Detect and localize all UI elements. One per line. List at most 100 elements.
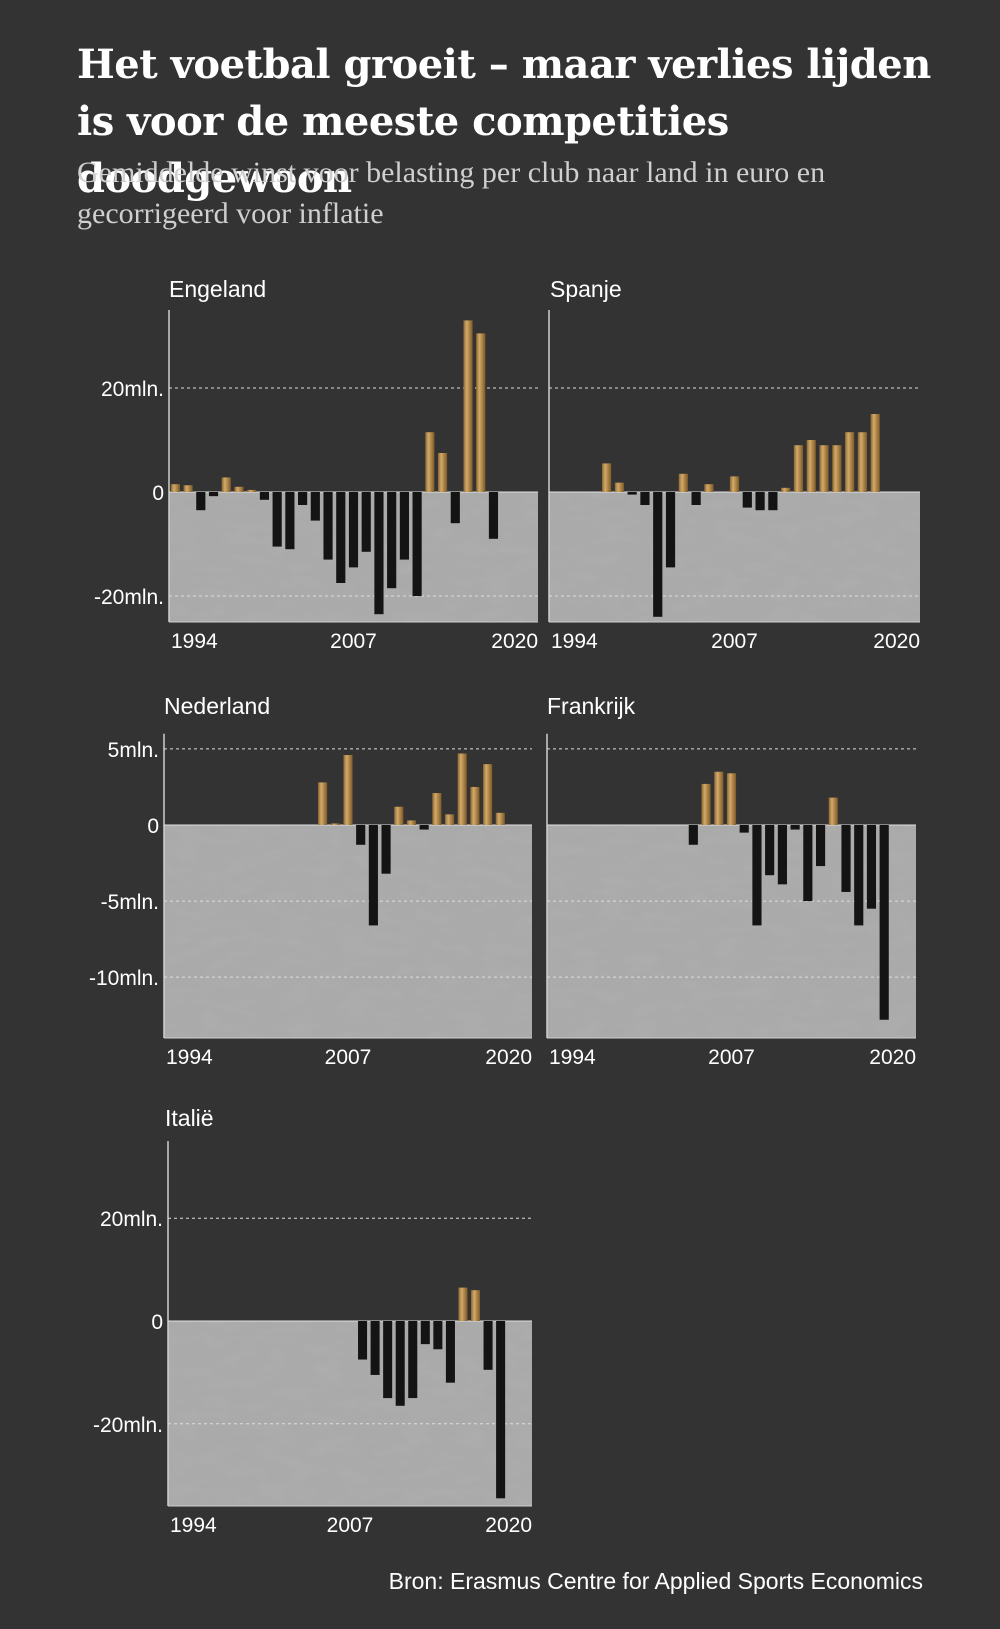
bar-positive	[463, 320, 473, 492]
bar-negative	[653, 492, 663, 617]
bar-negative	[450, 492, 460, 524]
bar-negative	[752, 825, 762, 926]
x-tick-label: 2007	[325, 1046, 372, 1069]
x-tick-label: 2020	[485, 1046, 532, 1069]
y-tick-label: 0	[151, 1311, 163, 1334]
plot-background	[164, 825, 532, 1038]
bar-negative	[285, 492, 295, 550]
panel-title-engeland: Engeland	[169, 276, 267, 302]
y-tick-label: 5mln.	[108, 739, 159, 762]
bar-negative	[739, 825, 749, 833]
bar-positive	[726, 773, 737, 825]
y-tick-label: 0	[152, 482, 164, 505]
bar-negative	[368, 825, 378, 926]
bar-positive	[870, 414, 880, 492]
bar-positive	[495, 812, 505, 825]
source-note: Bron: Erasmus Centre for Applied Sports …	[388, 1568, 923, 1594]
bar-negative	[298, 492, 308, 505]
bar-negative	[765, 825, 775, 876]
chart-title: Het voetbal groeit – maar verlies lijden…	[77, 41, 931, 202]
plot-background	[549, 492, 920, 622]
bar-positive	[170, 484, 180, 492]
bar-positive	[614, 482, 624, 492]
bar-negative	[445, 1321, 455, 1383]
bar-negative	[483, 1321, 493, 1370]
panel-spanje: 1994 2007 2020	[548, 310, 920, 653]
bar-positive	[845, 432, 855, 492]
bar-negative	[412, 492, 422, 596]
bar-negative	[854, 825, 864, 926]
x-tick-label: 2007	[708, 1046, 755, 1069]
bar-negative	[866, 825, 877, 909]
bar-positive	[701, 783, 711, 825]
bar-negative	[841, 825, 851, 892]
bar-positive	[458, 1287, 468, 1321]
panel-nederland: 5mln. 0 -5mln. -10mln. 1994 2007 2020	[89, 733, 532, 1069]
bar-positive	[437, 453, 448, 492]
panel-title-italie: Italië	[165, 1105, 214, 1131]
chart-subtitle: Gemiddelde winst voor belasting per club…	[77, 156, 826, 230]
bar-negative	[688, 825, 698, 845]
bar-negative	[777, 825, 787, 885]
x-tick-label: 2020	[491, 630, 538, 653]
y-tick-label: -5mln.	[101, 891, 159, 914]
x-tick-label: 1994	[171, 630, 218, 653]
x-tick-label: 1994	[551, 630, 598, 653]
bar-negative	[361, 492, 371, 552]
bar-positive	[406, 820, 417, 825]
bar-negative	[399, 492, 409, 560]
bar-negative	[755, 492, 765, 511]
bar-positive	[819, 445, 829, 492]
bar-positive	[678, 473, 688, 492]
bar-positive	[476, 333, 486, 492]
x-tick-label: 1994	[166, 1046, 213, 1069]
bar-negative	[323, 492, 333, 560]
bar-positive	[394, 806, 404, 825]
bar-negative	[208, 492, 219, 497]
bar-negative	[742, 492, 752, 508]
bar-positive	[601, 463, 612, 492]
bar-negative	[272, 492, 282, 547]
bar-positive	[183, 485, 193, 492]
x-tick-label: 1994	[170, 1514, 217, 1537]
bar-negative	[488, 492, 499, 539]
bar-negative	[356, 825, 366, 845]
bar-negative	[358, 1321, 368, 1360]
x-tick-label: 1994	[549, 1046, 596, 1069]
bar-positive	[432, 793, 442, 825]
bar-negative	[374, 492, 384, 615]
bar-negative	[496, 1321, 506, 1499]
bar-negative	[433, 1321, 443, 1350]
bar-negative	[768, 492, 778, 511]
y-tick-label: -20mln.	[93, 1414, 163, 1437]
panel-title-frankrijk: Frankrijk	[547, 693, 636, 719]
bar-negative	[395, 1321, 405, 1406]
plot-background	[168, 1321, 532, 1506]
bar-positive	[704, 484, 714, 492]
bar-negative	[348, 492, 359, 568]
bar-positive	[318, 782, 328, 825]
bar-positive	[221, 477, 231, 492]
bar-positive	[247, 489, 257, 492]
x-tick-label: 2020	[869, 1046, 916, 1069]
y-tick-label: -20mln.	[94, 586, 164, 609]
bar-negative	[336, 492, 346, 583]
bar-positive	[330, 823, 340, 825]
bar-positive	[714, 771, 724, 825]
bar-negative	[627, 492, 637, 495]
bar-positive	[425, 432, 435, 492]
bar-negative	[790, 825, 800, 830]
panel-italie: 20mln. 0 -20mln. 1994 2007 2020	[93, 1141, 532, 1537]
bar-negative	[370, 1321, 380, 1375]
bar-positive	[471, 1290, 481, 1321]
bar-negative	[665, 492, 676, 568]
bar-positive	[470, 786, 480, 825]
bar-negative	[815, 825, 826, 867]
bar-positive	[806, 440, 816, 492]
bar-negative	[387, 492, 397, 589]
panel-engeland: 20mln. 0 -20mln. 1994 2007 2020	[94, 310, 538, 653]
bar-positive	[457, 753, 467, 825]
bar-positive	[483, 764, 493, 825]
bar-positive	[781, 487, 791, 492]
bar-negative	[408, 1321, 418, 1399]
